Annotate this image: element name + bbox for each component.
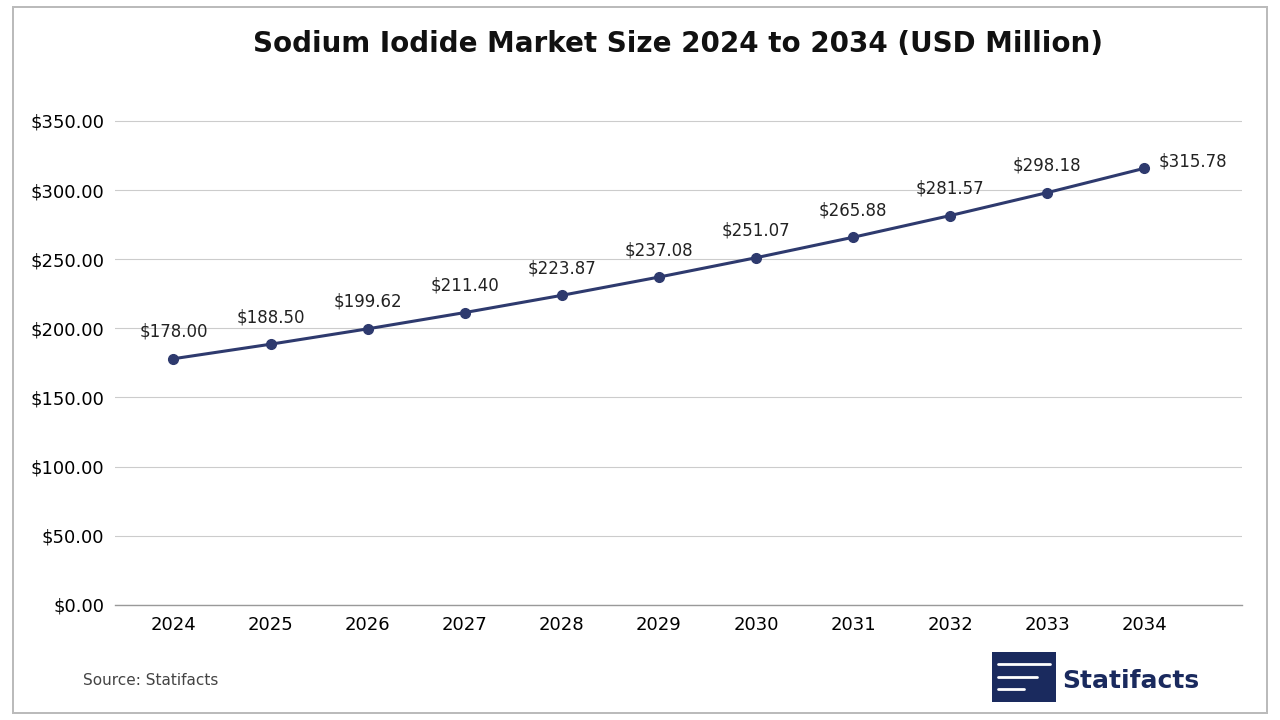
Text: Source: Statifacts: Source: Statifacts (83, 672, 219, 688)
Text: $178.00: $178.00 (140, 323, 207, 341)
Text: $188.50: $188.50 (237, 308, 305, 326)
Text: $211.40: $211.40 (430, 276, 499, 294)
Text: $223.87: $223.87 (527, 259, 596, 277)
Title: Sodium Iodide Market Size 2024 to 2034 (USD Million): Sodium Iodide Market Size 2024 to 2034 (… (253, 30, 1103, 58)
Text: Statifacts: Statifacts (1062, 669, 1199, 693)
Text: $298.18: $298.18 (1012, 156, 1082, 174)
Text: $199.62: $199.62 (333, 293, 402, 311)
Text: $265.88: $265.88 (819, 201, 887, 219)
Text: $281.57: $281.57 (916, 179, 984, 197)
Text: $237.08: $237.08 (625, 241, 694, 259)
Text: $315.78: $315.78 (1158, 153, 1228, 171)
Text: $251.07: $251.07 (722, 222, 790, 240)
